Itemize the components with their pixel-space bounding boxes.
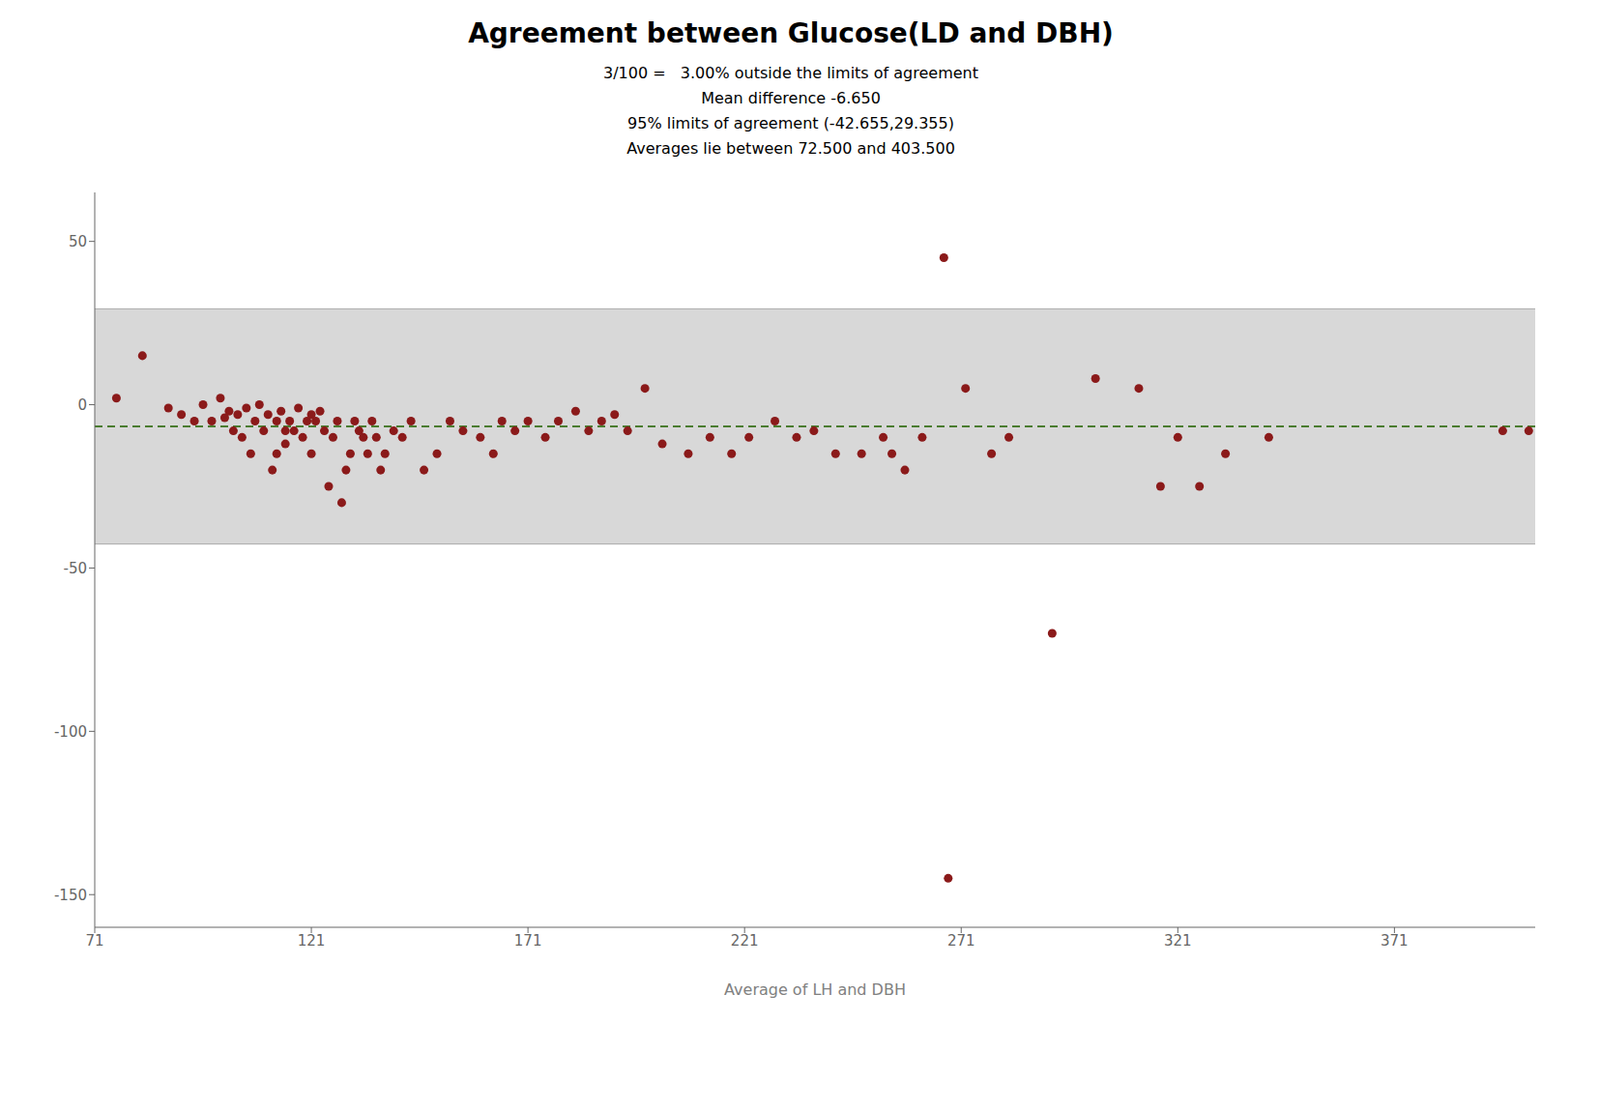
html-text:3/100 = 3.00% outside the limi: 3/100 = 3.00% outside the limits of agre… <box>603 63 979 83</box>
svg-text:50: 50 <box>68 232 88 251</box>
svg-text:-150: -150 <box>54 886 88 904</box>
svg-text:321: 321 <box>1163 931 1193 950</box>
svg-text:71: 71 <box>85 931 104 950</box>
svg-text:-50: -50 <box>63 559 88 578</box>
html-text:Mean difference -6.650: Mean difference -6.650 <box>701 88 881 108</box>
svg-text:0: 0 <box>77 396 88 414</box>
svg-text:-100: -100 <box>54 723 88 741</box>
html-text:Agreement between Glucose(LD a: Agreement between Glucose(LD and DBH) <box>468 17 1114 50</box>
svg-text:Average of LH and DBH: Average of LH and DBH <box>724 980 906 999</box>
html-text:95% limits of agreement (-42.6: 95% limits of agreement (-42.655,29.355) <box>627 114 955 133</box>
svg-text:121: 121 <box>297 931 326 950</box>
svg-text:171: 171 <box>514 931 543 950</box>
svg-text:371: 371 <box>1380 931 1409 950</box>
html-text:Averages lie between 72.500 an: Averages lie between 72.500 and 403.500 <box>626 139 955 158</box>
svg-text:271: 271 <box>947 931 976 950</box>
svg-text:221: 221 <box>730 931 759 950</box>
